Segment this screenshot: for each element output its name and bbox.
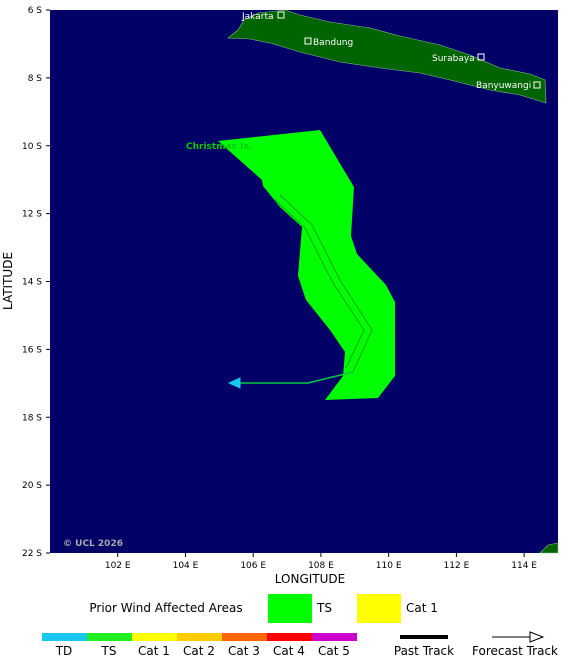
city-label: Surabaya	[432, 54, 475, 64]
track	[227, 194, 373, 389]
area-label: TS	[316, 601, 332, 615]
x-tick-label: 106 E	[240, 561, 266, 571]
area-swatch	[357, 594, 401, 623]
scale-label: Cat 2	[183, 644, 215, 658]
x-tick-label: 104 E	[173, 561, 199, 571]
y-tick-label: 14 S	[22, 278, 42, 288]
legend-title: Prior Wind Affected Areas	[89, 601, 242, 615]
y-tick-label: 20 S	[22, 481, 42, 491]
x-tick-label: 110 E	[376, 561, 402, 571]
scale-label: Cat 5	[318, 644, 350, 658]
y-tick-label: 18 S	[22, 413, 42, 423]
y-tick-label: 10 S	[22, 142, 42, 152]
scale-swatch	[222, 633, 267, 641]
x-tick-label: 112 E	[444, 561, 470, 571]
area-label: Cat 1	[406, 601, 438, 615]
y-tick-label: 6 S	[28, 6, 43, 16]
ts-swath	[218, 130, 395, 400]
scale-swatch	[177, 633, 222, 641]
land	[227, 9, 559, 554]
x-axis-label: LONGITUDE	[275, 572, 345, 586]
area-swatch	[268, 594, 312, 623]
island-label: Christmas Is.	[186, 142, 252, 152]
scale-swatch	[87, 633, 132, 641]
y-tick-label: 12 S	[22, 210, 42, 220]
scale-swatch	[42, 633, 87, 641]
city-label: Jakarta	[241, 12, 273, 22]
scale-label: Cat 1	[138, 644, 170, 658]
scale-label: Cat 3	[228, 644, 260, 658]
forecast-track-label: Forecast Track	[472, 644, 558, 658]
scale-label: TS	[101, 644, 117, 658]
scale-label: TD	[55, 644, 73, 658]
scale-swatch	[132, 633, 177, 641]
scale-label: Cat 4	[273, 644, 305, 658]
credit: © UCL 2026	[63, 539, 123, 549]
city-label: Bandung	[313, 38, 353, 48]
scale-swatch	[312, 633, 357, 641]
y-tick-label: 22 S	[22, 549, 42, 559]
x-tick-label: 114 E	[511, 561, 537, 571]
city-label: Banyuwangi	[476, 81, 531, 91]
y-tick-label: 8 S	[28, 74, 43, 84]
forecast-arrow	[529, 631, 545, 643]
scale-swatch	[267, 633, 312, 641]
y-axis-label: LATITUDE	[1, 252, 15, 310]
y-tick-label: 16 S	[22, 345, 42, 355]
past-track-label: Past Track	[394, 644, 454, 658]
x-tick-label: 102 E	[105, 561, 131, 571]
x-tick-label: 108 E	[308, 561, 334, 571]
city-markers	[277, 11, 541, 89]
